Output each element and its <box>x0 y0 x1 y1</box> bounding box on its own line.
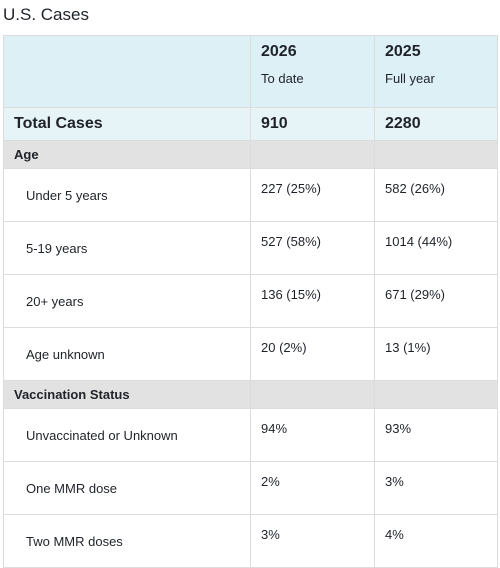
data-row: Age unknown 20 (2%) 13 (1%) <box>3 327 498 381</box>
total-value: 2280 <box>374 107 498 141</box>
row-label: Two MMR doses <box>3 514 251 568</box>
header-cell <box>3 35 251 108</box>
row-value: 3% <box>250 514 375 568</box>
header-cell: 2025 Full year <box>374 35 498 108</box>
row-value: 671 (29%) <box>374 274 498 328</box>
row-value: 227 (25%) <box>250 168 375 222</box>
row-value: 20 (2%) <box>250 327 375 381</box>
row-value: 94% <box>250 408 375 462</box>
row-value: 136 (15%) <box>250 274 375 328</box>
section-cell <box>374 140 498 169</box>
row-label: Under 5 years <box>3 168 251 222</box>
page: U.S. Cases 2026 To date 2025 Full year Total… <box>3 5 498 568</box>
data-row: One MMR dose 2% 3% <box>3 461 498 515</box>
data-row: Unvaccinated or Unknown 94% 93% <box>3 408 498 462</box>
column-period: To date <box>261 71 304 86</box>
total-value: 910 <box>250 107 375 141</box>
section-cell <box>250 380 375 409</box>
section-cell <box>374 380 498 409</box>
section-label: Age <box>3 140 251 169</box>
row-label: Unvaccinated or Unknown <box>3 408 251 462</box>
section-cell <box>250 140 375 169</box>
total-row: Total Cases 910 2280 <box>3 107 498 141</box>
data-row: 5-19 years 527 (58%) 1014 (44%) <box>3 221 498 275</box>
title: U.S. Cases <box>3 5 89 24</box>
column-year: 2025 <box>385 43 421 60</box>
row-value: 527 (58%) <box>250 221 375 275</box>
data-row: Two MMR doses 3% 4% <box>3 514 498 568</box>
row-label: One MMR dose <box>3 461 251 515</box>
total-label: Total Cases <box>3 107 251 141</box>
section-row: Vaccination Status <box>3 380 498 409</box>
section-row: Age <box>3 140 498 169</box>
row-value: 93% <box>374 408 498 462</box>
row-label: 5-19 years <box>3 221 251 275</box>
row-value: 13 (1%) <box>374 327 498 381</box>
row-value: 4% <box>374 514 498 568</box>
row-value: 2% <box>250 461 375 515</box>
header-row: 2026 To date 2025 Full year <box>3 35 498 108</box>
header-cell: 2026 To date <box>250 35 375 108</box>
row-value: 582 (26%) <box>374 168 498 222</box>
row-value: 1014 (44%) <box>374 221 498 275</box>
column-year: 2026 <box>261 43 297 60</box>
row-label: 20+ years <box>3 274 251 328</box>
row-label: Age unknown <box>3 327 251 381</box>
row-value: 3% <box>374 461 498 515</box>
column-period: Full year <box>385 71 435 86</box>
data-row: 20+ years 136 (15%) 671 (29%) <box>3 274 498 328</box>
table-body: 2026 To date 2025 Full year Total Cases 910 22… <box>3 35 498 568</box>
cases-table: 2026 To date 2025 Full year Total Cases 910 22… <box>3 35 498 568</box>
data-row: Under 5 years 227 (25%) 582 (26%) <box>3 168 498 222</box>
section-label: Vaccination Status <box>3 380 251 409</box>
